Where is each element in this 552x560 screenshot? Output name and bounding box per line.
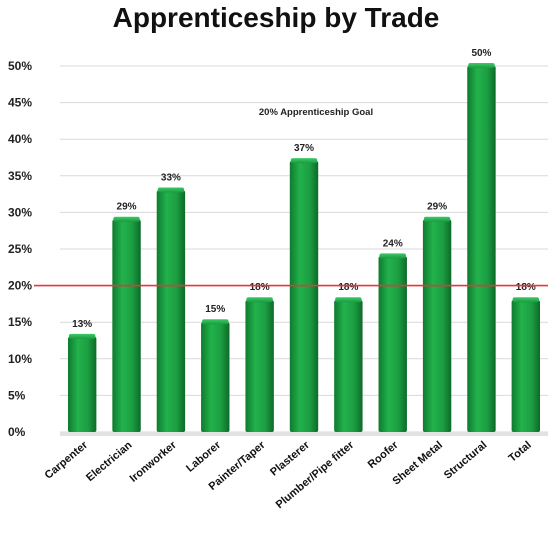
bar-top bbox=[335, 297, 362, 303]
bar bbox=[201, 322, 230, 432]
bar bbox=[67, 336, 97, 432]
y-tick-label: 35% bbox=[8, 169, 32, 183]
bar-top bbox=[379, 253, 406, 259]
y-tick-label: 15% bbox=[8, 315, 32, 329]
y-tick-label: 10% bbox=[8, 352, 32, 366]
bar bbox=[289, 161, 319, 432]
bar bbox=[511, 300, 541, 432]
bar-top bbox=[423, 216, 451, 222]
x-tick-label: Laborer bbox=[184, 439, 224, 475]
chart-title: Apprenticeship by Trade bbox=[112, 2, 440, 33]
bar-top bbox=[202, 319, 229, 325]
x-tick-label: Ironworker bbox=[128, 439, 180, 485]
y-tick-label: 0% bbox=[8, 425, 26, 439]
bar-top bbox=[468, 63, 495, 68]
y-tick-label: 40% bbox=[8, 132, 32, 146]
bar-top bbox=[246, 297, 273, 303]
data-label: 18% bbox=[516, 282, 536, 293]
bar bbox=[422, 219, 452, 432]
data-label: 24% bbox=[383, 238, 403, 249]
bar bbox=[467, 66, 496, 432]
x-axis-floor bbox=[60, 432, 548, 436]
y-tick-label: 20% bbox=[8, 279, 32, 293]
data-label: 33% bbox=[161, 172, 181, 183]
x-tick-label: Plumber/Pipe fitter bbox=[274, 439, 357, 512]
y-tick-label: 5% bbox=[8, 388, 26, 402]
y-tick-label: 25% bbox=[8, 242, 32, 256]
data-label: 13% bbox=[72, 319, 92, 330]
goal-label: 20% Apprenticeship Goal bbox=[259, 107, 373, 118]
data-label: 50% bbox=[471, 48, 491, 59]
x-tick-label: Structural bbox=[442, 439, 490, 482]
x-tick-label: Electrician bbox=[84, 439, 135, 484]
bar bbox=[334, 300, 363, 432]
data-label: 18% bbox=[338, 282, 358, 293]
data-label: 15% bbox=[205, 304, 225, 315]
data-label: 29% bbox=[117, 202, 137, 213]
bar bbox=[156, 190, 186, 432]
y-tick-label: 50% bbox=[8, 59, 32, 73]
data-label: 18% bbox=[250, 282, 270, 293]
x-tick-label: Plasterer bbox=[268, 439, 312, 479]
bar-top bbox=[113, 216, 140, 222]
bar-top bbox=[512, 297, 540, 303]
data-label: 29% bbox=[427, 202, 447, 213]
bar-top bbox=[290, 158, 318, 164]
x-tick-label: Total bbox=[507, 439, 534, 465]
data-label: 37% bbox=[294, 143, 314, 154]
y-tick-label: 30% bbox=[8, 205, 32, 219]
bar-top bbox=[68, 333, 96, 339]
bar-top bbox=[157, 187, 185, 193]
bar bbox=[245, 300, 274, 432]
bar bbox=[378, 256, 407, 432]
bar bbox=[112, 219, 141, 432]
y-tick-label: 45% bbox=[8, 96, 32, 110]
x-tick-label: Roofer bbox=[366, 439, 401, 471]
